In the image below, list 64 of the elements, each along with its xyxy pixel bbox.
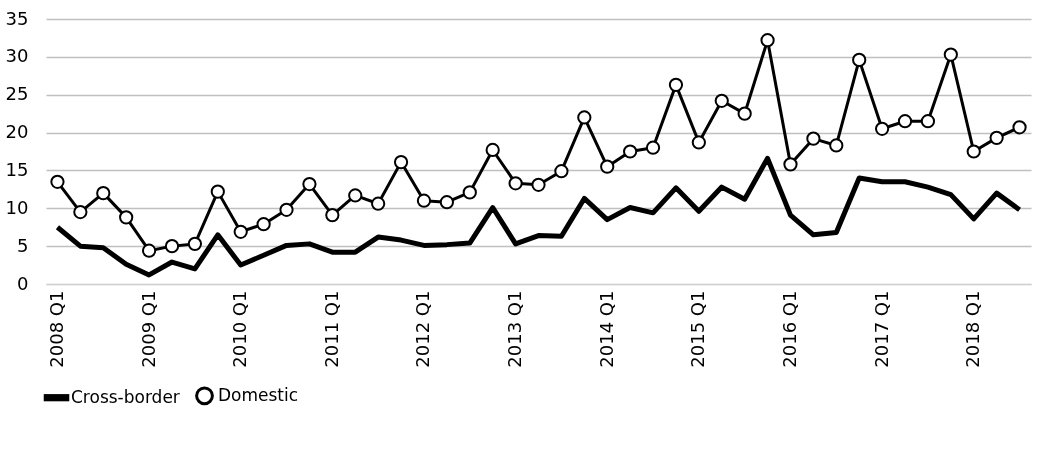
x-tick-label: 2012 Q1 [412,290,434,368]
point [714,93,729,108]
x-tick-label: 2010 Q1 [229,290,251,368]
point [531,177,546,192]
point [439,195,454,210]
point [50,174,65,189]
point [325,207,340,223]
y-tick-label: 0 [17,272,29,294]
point [600,159,615,174]
point [852,52,867,67]
x-tick-label: 2017 Q1 [870,290,892,368]
point [164,239,180,254]
y-tick-label: 20 [5,121,29,143]
point [943,47,958,62]
point [966,144,981,159]
point [829,138,844,153]
x-tick-label: 2011 Q1 [320,290,342,368]
point [806,131,821,146]
y-tick-label: 15 [5,158,29,180]
point [485,142,500,158]
point [989,130,1004,145]
y-tick-label: 30 [5,45,29,67]
legend-label: Domestic [218,384,299,405]
point [96,186,111,201]
x-tick-label: 2015 Q1 [687,290,709,368]
point [187,236,203,251]
point [73,204,88,220]
legend-label: Cross-border [71,386,180,407]
x-tick-label: 2009 Q1 [137,290,159,368]
point [279,202,294,217]
point [210,184,225,199]
point [371,196,386,211]
point [233,224,248,239]
y-tick-label: 10 [5,196,29,218]
y-tick-label: 25 [5,83,29,105]
point [668,77,684,92]
y-tick-label: 5 [17,234,29,256]
point [119,210,134,225]
point [554,164,569,179]
point [760,33,775,48]
point [645,140,661,155]
point [897,114,913,129]
point [737,106,752,121]
x-tick-label: 2008 Q1 [45,290,67,368]
point [393,154,409,170]
point [256,217,271,232]
point [691,135,706,150]
y-tick-label: 35 [5,7,29,29]
point [874,121,890,136]
point [462,185,477,200]
point [302,176,317,192]
x-tick-label: 2018 Q1 [962,290,984,368]
x-tick-label: 2013 Q1 [504,290,526,368]
point [623,144,638,159]
point [508,176,523,191]
point [416,193,432,208]
point [348,188,363,203]
point [783,157,798,172]
point [1012,120,1027,135]
point [920,114,936,129]
point [577,110,592,125]
point [141,243,157,258]
x-tick-label: 2014 Q1 [595,290,617,368]
x-tick-label: 2016 Q1 [778,290,800,368]
